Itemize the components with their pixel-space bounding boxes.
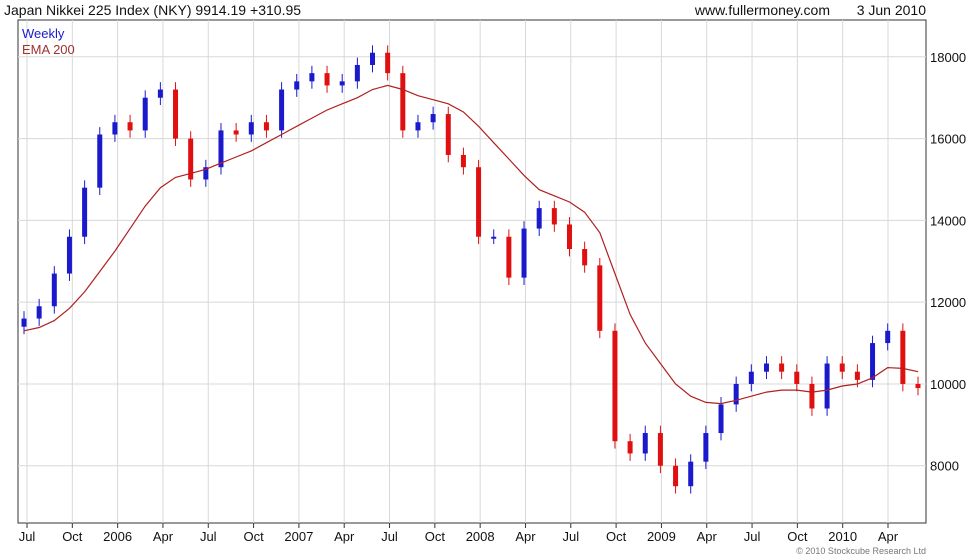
x-tick-label: Jul: [744, 529, 761, 544]
x-tick-label: Jul: [200, 529, 217, 544]
y-tick-label: 8000: [930, 459, 959, 474]
candle-body: [733, 383, 739, 405]
candle-body: [142, 97, 148, 131]
candle-body: [415, 122, 421, 131]
candle-body: [794, 371, 800, 384]
x-tick-label: 2006: [103, 529, 132, 544]
candle-body: [400, 73, 406, 131]
candle-body: [294, 81, 300, 90]
candle-body: [673, 465, 679, 487]
candle-body: [445, 114, 451, 155]
candle-body: [248, 122, 254, 135]
x-tick-label: Apr: [697, 529, 718, 544]
candle-body: [233, 130, 239, 135]
candle-body: [551, 208, 557, 225]
candle-body: [309, 73, 315, 82]
x-tick-label: Oct: [606, 529, 627, 544]
candle-body: [476, 167, 482, 237]
candle-body: [203, 167, 209, 180]
x-tick-label: Apr: [334, 529, 355, 544]
legend-weekly: Weekly: [22, 26, 65, 41]
candle-body: [824, 363, 830, 409]
x-tick-label: 2007: [284, 529, 313, 544]
candle-body: [66, 236, 72, 274]
candle-body: [339, 81, 345, 86]
candle-body: [763, 363, 769, 372]
candle-body: [597, 265, 603, 331]
x-tick-label: Apr: [878, 529, 899, 544]
candle-body: [779, 363, 785, 372]
candle-body: [51, 273, 57, 307]
site-url: www.fullermoney.com: [694, 2, 830, 18]
x-tick-label: 2010: [828, 529, 857, 544]
credit-text: © 2010 Stockcube Research Ltd: [796, 546, 926, 556]
chart-title: Japan Nikkei 225 Index (NKY) 9914.19: [4, 2, 246, 18]
candle-body: [279, 89, 285, 131]
x-tick-label: Apr: [515, 529, 536, 544]
y-tick-label: 10000: [930, 377, 966, 392]
price-change: +310.95: [250, 2, 301, 18]
ema-200-line: [23, 84, 919, 405]
candle-body: [870, 343, 876, 380]
candle-body: [915, 383, 921, 389]
candle-body: [627, 441, 633, 454]
candle-body: [354, 64, 360, 82]
candle-body: [82, 187, 88, 237]
candle-body: [506, 236, 512, 278]
chart-date: 3 Jun 2010: [857, 2, 926, 18]
candle-body: [218, 130, 224, 168]
plot-area: [17, 19, 927, 524]
candle-body: [566, 224, 572, 250]
candle-body: [263, 122, 269, 131]
x-tick-label: Oct: [425, 529, 446, 544]
y-tick-label: 16000: [930, 132, 966, 147]
x-tick-label: Jul: [19, 529, 36, 544]
candle-body: [157, 89, 163, 98]
x-tick-label: Oct: [787, 529, 808, 544]
candle-body: [748, 371, 754, 384]
candle-body: [657, 433, 663, 466]
candle-body: [839, 363, 845, 372]
candle-body: [21, 318, 27, 327]
y-axis: 8000 10000 12000 14000 16000 18000: [930, 50, 966, 474]
candle-body: [370, 52, 376, 65]
candle-body: [642, 433, 648, 454]
candle-body: [385, 52, 391, 74]
candle-body: [324, 73, 330, 86]
candle-body: [900, 330, 906, 384]
x-tick-label: Jul: [381, 529, 398, 544]
y-tick-label: 14000: [930, 213, 966, 228]
x-tick-label: 2008: [466, 529, 495, 544]
candle-body: [718, 404, 724, 434]
x-tick-label: Apr: [153, 529, 174, 544]
candle-body: [173, 89, 179, 139]
candle-body: [703, 433, 709, 462]
candle-body: [188, 138, 194, 180]
x-tick-label: Jul: [562, 529, 579, 544]
x-tick-label: Oct: [62, 529, 83, 544]
candle-body: [885, 330, 891, 344]
candle-body: [809, 383, 815, 409]
candle-body: [612, 330, 618, 442]
candle-body: [521, 228, 527, 278]
candle-body: [112, 122, 118, 135]
y-tick-label: 12000: [930, 295, 966, 310]
candle-body: [854, 371, 860, 380]
candle-body: [430, 114, 436, 123]
weekly-candles: [21, 45, 921, 494]
x-tick-label: Oct: [243, 529, 264, 544]
y-tick-label: 18000: [930, 50, 966, 65]
candle-body: [460, 154, 466, 168]
candle-body: [582, 249, 588, 266]
legend-ema-200: EMA 200: [22, 42, 75, 57]
candle-body: [127, 122, 133, 131]
x-tick-label: 2009: [647, 529, 676, 544]
candle-body: [688, 461, 694, 487]
candle-body: [491, 236, 497, 239]
candle-body: [536, 208, 542, 229]
candle-body: [97, 134, 103, 188]
candle-body: [36, 306, 42, 319]
x-axis: Jul Oct 2006 Apr Jul Oct 2007 Apr Jul Oct 2008 Apr J…: [19, 523, 899, 544]
